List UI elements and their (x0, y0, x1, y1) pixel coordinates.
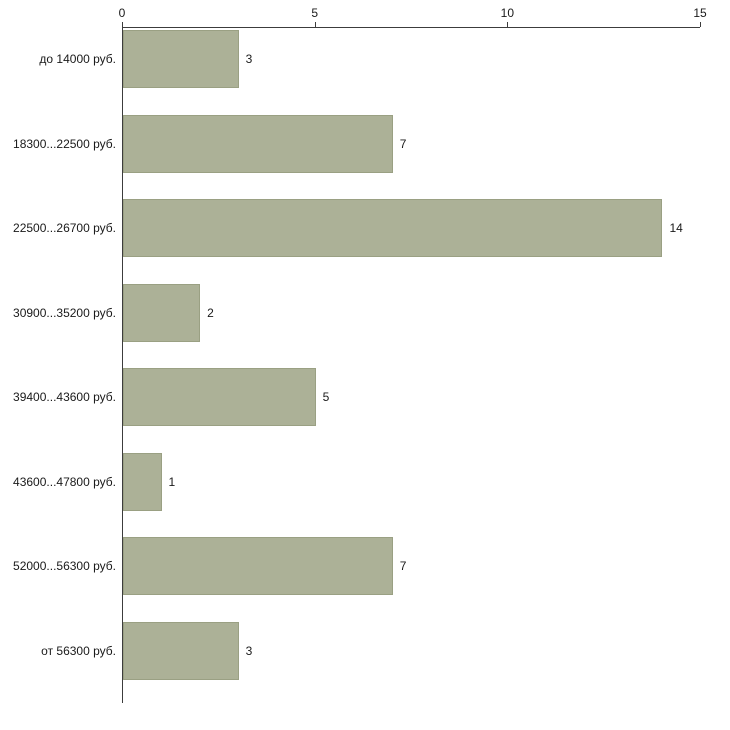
bar-value-label: 14 (669, 221, 683, 235)
bar (123, 283, 201, 342)
bar (123, 199, 663, 257)
x-axis-tick-mark (507, 22, 509, 27)
x-axis-tick-mark (700, 22, 701, 27)
bar-value-label: 7 (399, 559, 407, 573)
category-label: 18300...22500 руб. (13, 136, 116, 151)
x-axis-tick-label: 0 (118, 6, 126, 20)
category-label: до 14000 руб. (39, 52, 116, 66)
y-axis-line (122, 27, 123, 703)
x-axis-line (122, 27, 700, 28)
x-axis-tick-mark (314, 22, 316, 27)
category-label: 43600...47800 руб. (13, 474, 116, 489)
category-label: 30900...35200 руб. (13, 305, 116, 320)
bar-value-label: 5 (322, 390, 330, 404)
category-label: 39400...43600 руб. (13, 390, 116, 404)
bar-value-label: 3 (245, 643, 253, 658)
bar-value-label: 3 (245, 52, 253, 66)
x-axis-tick-label: 10 (500, 6, 515, 20)
category-label: 52000...56300 руб. (13, 559, 116, 573)
bar (123, 452, 162, 511)
bar (123, 368, 316, 426)
bar (123, 114, 393, 173)
x-axis-tick-label: 5 (311, 6, 318, 20)
bar (123, 621, 239, 680)
x-axis-tick-label: 15 (693, 6, 707, 20)
bar (123, 30, 239, 88)
x-axis-tick-mark (122, 22, 123, 27)
bar (123, 537, 393, 595)
bar-value-label: 7 (399, 136, 407, 151)
bar-value-label: 2 (207, 305, 214, 320)
bar-value-label: 1 (168, 474, 176, 489)
category-label: 22500...26700 руб. (13, 221, 116, 235)
category-label: от 56300 руб. (41, 643, 116, 658)
